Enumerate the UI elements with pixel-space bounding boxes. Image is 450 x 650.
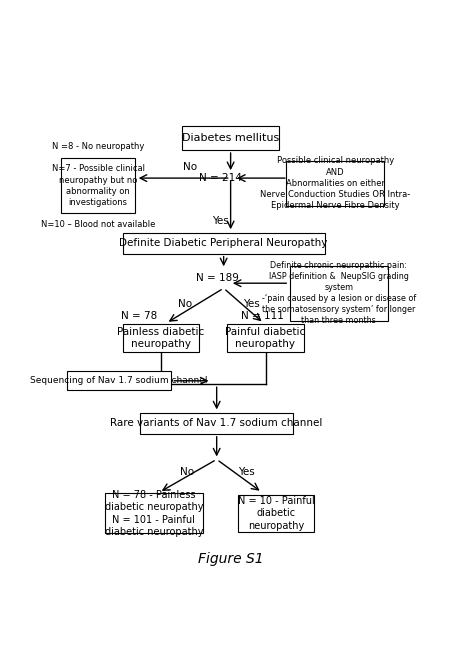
Text: Yes: Yes <box>243 299 260 309</box>
FancyBboxPatch shape <box>140 413 293 434</box>
FancyBboxPatch shape <box>290 266 387 320</box>
FancyBboxPatch shape <box>122 324 199 352</box>
Text: Possible clinical neuropathy
AND
Abnormalities on either
Nerve Conduction Studie: Possible clinical neuropathy AND Abnorma… <box>260 157 410 210</box>
Text: N = 78 - Painless
diabetic neuropathy
N = 101 - Painful
diabetic neuropathy: N = 78 - Painless diabetic neuropathy N … <box>105 490 203 537</box>
Text: Painless diabetic
neuropathy: Painless diabetic neuropathy <box>117 327 204 350</box>
Text: Rare variants of Nav 1.7 sodium channel: Rare variants of Nav 1.7 sodium channel <box>111 419 323 428</box>
Text: Definite Diabetic Peripheral Neuropathy: Definite Diabetic Peripheral Neuropathy <box>119 238 328 248</box>
Text: N = 10 - Painful
diabetic
neuropathy: N = 10 - Painful diabetic neuropathy <box>238 496 315 531</box>
Text: Diabetes mellitus: Diabetes mellitus <box>182 133 279 143</box>
Text: N = 189: N = 189 <box>196 273 239 283</box>
Text: N = 111: N = 111 <box>241 311 284 321</box>
FancyBboxPatch shape <box>287 161 384 205</box>
Text: Painful diabetic
neuropathy: Painful diabetic neuropathy <box>225 327 306 350</box>
Text: No: No <box>180 467 194 477</box>
Text: N = 78: N = 78 <box>121 311 158 321</box>
FancyBboxPatch shape <box>227 324 304 352</box>
Text: N =8 - No neuropathy

N=7 - Possible clinical
neuropathy but no
abnormality on
i: N =8 - No neuropathy N=7 - Possible clin… <box>41 142 155 229</box>
FancyBboxPatch shape <box>182 126 279 150</box>
Text: No: No <box>178 299 192 309</box>
FancyBboxPatch shape <box>62 158 135 213</box>
Text: Sequencing of Nav 1.7 sodium channel: Sequencing of Nav 1.7 sodium channel <box>30 376 208 385</box>
FancyBboxPatch shape <box>238 495 314 532</box>
FancyBboxPatch shape <box>122 233 325 254</box>
FancyBboxPatch shape <box>67 371 171 390</box>
Text: N = 214: N = 214 <box>199 173 242 183</box>
Text: Yes: Yes <box>238 467 255 477</box>
FancyBboxPatch shape <box>105 493 203 534</box>
Text: No: No <box>184 162 198 172</box>
Text: Definite chronic neuropathic pain:
IASP definition &  NeupSIG grading
system
-‘p: Definite chronic neuropathic pain: IASP … <box>261 261 416 326</box>
Text: Figure S1: Figure S1 <box>198 552 263 567</box>
Text: Yes: Yes <box>212 216 229 226</box>
